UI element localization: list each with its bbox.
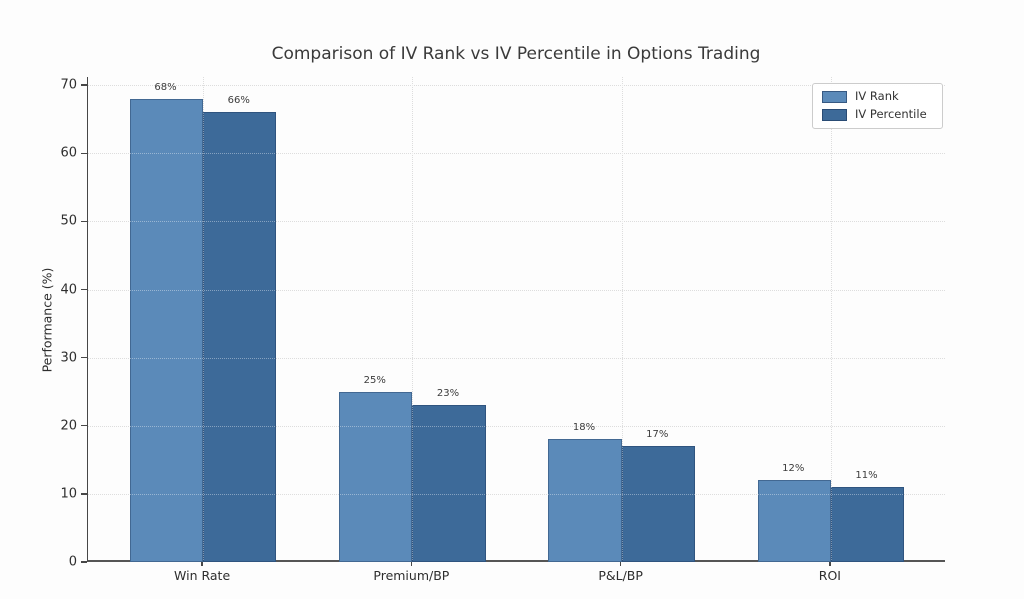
y-tick-mark bbox=[81, 220, 87, 223]
chart-title: Comparison of IV Rank vs IV Percentile i… bbox=[271, 44, 761, 64]
x-tick-label-roi: ROI bbox=[818, 568, 841, 583]
y-tick-label: 40 bbox=[60, 282, 77, 298]
gridline-horizontal-overlay bbox=[88, 289, 945, 291]
bar-value-label: 68% bbox=[154, 81, 177, 93]
gridline-vertical-overlay bbox=[830, 77, 832, 560]
bar-value-label: 66% bbox=[227, 95, 250, 107]
bar-value-label: 18% bbox=[572, 422, 596, 434]
legend-label: IV Rank bbox=[855, 89, 899, 104]
legend: IV Rank IV Percentile bbox=[812, 83, 943, 129]
y-tick-mark bbox=[81, 561, 87, 563]
gridline-horizontal-overlay bbox=[88, 493, 945, 495]
bar-value-label: 17% bbox=[646, 429, 669, 441]
gridline-horizontal bbox=[88, 289, 945, 291]
legend-swatch bbox=[822, 91, 847, 103]
plot-area bbox=[87, 77, 945, 562]
y-tick-mark bbox=[81, 288, 87, 291]
bar-iv-percentile bbox=[412, 405, 486, 562]
x-tick-mark bbox=[410, 562, 413, 566]
gridline-vertical-overlay bbox=[203, 77, 205, 560]
gridline-horizontal bbox=[88, 153, 945, 155]
legend-label: IV Percentile bbox=[855, 107, 927, 122]
x-tick-mark bbox=[829, 562, 831, 566]
gridline-vertical bbox=[621, 77, 623, 560]
y-tick-label: 50 bbox=[60, 213, 77, 229]
y-tick-label: 70 bbox=[60, 77, 77, 93]
gridline-horizontal-overlay bbox=[88, 153, 945, 155]
gridline-horizontal bbox=[88, 221, 945, 223]
y-tick-label: 10 bbox=[60, 486, 77, 502]
gridline-horizontal bbox=[88, 357, 945, 359]
y-tick-label: 60 bbox=[60, 145, 77, 161]
gridline-horizontal-overlay bbox=[88, 425, 945, 427]
bar-iv-rank bbox=[757, 480, 831, 562]
y-tick-mark bbox=[81, 356, 87, 359]
x-tick-label-win-rate: Win Rate bbox=[174, 568, 231, 583]
legend-entry: IV Percentile bbox=[822, 109, 933, 121]
bar-value-label: 11% bbox=[855, 470, 878, 482]
bar-iv-percentile bbox=[621, 446, 695, 562]
gridline-horizontal bbox=[88, 425, 945, 427]
y-tick-mark bbox=[81, 493, 87, 495]
gridline-vertical-overlay bbox=[412, 77, 414, 560]
bar-value-label: 12% bbox=[782, 463, 805, 475]
gridline-horizontal-overlay bbox=[88, 85, 945, 87]
y-tick-label: 0 bbox=[68, 554, 77, 570]
x-tick-label-premium-bp: Premium/BP bbox=[373, 568, 450, 583]
gridline-horizontal bbox=[88, 85, 945, 87]
gridline-horizontal bbox=[88, 493, 945, 495]
legend-swatch bbox=[822, 109, 847, 121]
gridline-vertical bbox=[412, 77, 414, 560]
y-tick-mark bbox=[81, 84, 87, 86]
y-tick-label: 20 bbox=[60, 418, 77, 434]
bar-iv-rank bbox=[129, 98, 204, 562]
bar-iv-percentile bbox=[830, 487, 905, 562]
y-tick-mark bbox=[81, 425, 87, 427]
bar-value-label: 23% bbox=[436, 388, 460, 400]
gridline-horizontal-overlay bbox=[88, 221, 945, 223]
y-tick-mark bbox=[81, 152, 87, 154]
gridline-vertical-overlay bbox=[621, 77, 623, 560]
gridline-horizontal-overlay bbox=[88, 357, 945, 359]
x-tick-label-p-l-bp: P&L/BP bbox=[598, 568, 643, 583]
bar-iv-rank bbox=[548, 439, 622, 562]
bar-value-label: 25% bbox=[363, 374, 386, 386]
legend-entry: IV Rank bbox=[822, 91, 933, 103]
bar-iv-percentile bbox=[203, 112, 277, 562]
bar-iv-rank bbox=[339, 391, 413, 562]
x-tick-mark bbox=[619, 562, 622, 566]
gridline-vertical bbox=[830, 77, 832, 560]
y-tick-label: 30 bbox=[60, 350, 77, 366]
x-tick-mark bbox=[201, 562, 203, 566]
